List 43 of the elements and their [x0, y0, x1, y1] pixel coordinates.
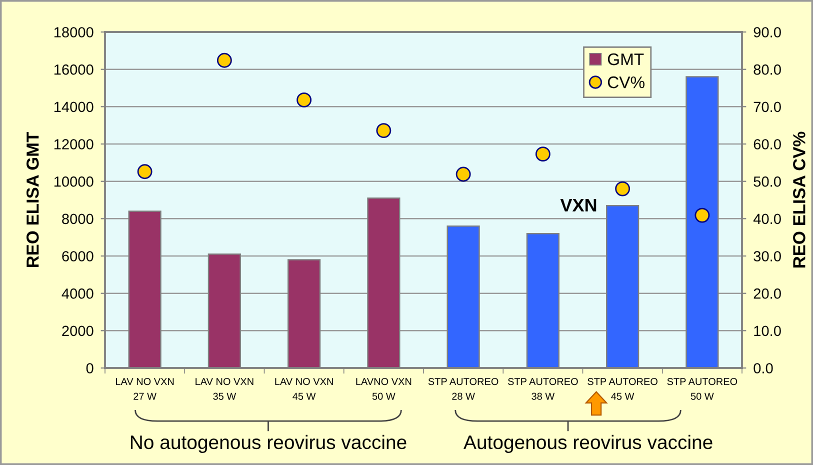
point	[137, 164, 152, 180]
y-tick-label: 4000	[62, 288, 94, 299]
y-tick-label: 16000	[54, 64, 94, 75]
x-tick-label: LAV NO VXN 27 W	[116, 378, 174, 400]
x-tick-label: LAV NO VXN 45 W	[275, 378, 333, 400]
x-tick-label: LAV NO VXN 35 W	[196, 378, 254, 400]
x-tick-label: STP AUTOREO 28 W	[428, 378, 498, 400]
y2-tick-label: 60.0	[754, 139, 781, 150]
y-tick-label: 8000	[62, 214, 94, 224]
legend-label: GMT	[608, 53, 644, 66]
text: No autogenous reovirus vaccine	[130, 434, 406, 453]
x-tick-label: STP AUTOREO 50 W	[667, 378, 738, 400]
y2-tick-label: 10.0	[754, 326, 781, 336]
y2-tick-label: 20.0	[754, 288, 781, 299]
y2-tick-label: 0.0	[754, 363, 773, 374]
point	[456, 166, 471, 182]
x-tick-label: STP AUTOREO 45 W	[588, 378, 658, 400]
y-tick-label: 14000	[54, 102, 94, 112]
y2-tick-label: 40.0	[753, 214, 781, 224]
point	[296, 92, 312, 108]
y-tick-label: 18000	[54, 27, 94, 38]
legend-label: CV%	[608, 76, 644, 88]
y2-tick-label: 70.0	[754, 102, 781, 112]
point	[216, 52, 232, 68]
x-tick-label: LAVNO VXN 50 W	[356, 378, 412, 400]
y2-tick-label: 80.0	[754, 64, 781, 75]
y2-tick-label: 30.0	[754, 251, 781, 262]
point	[376, 123, 392, 138]
y-tick-label: 12000	[54, 139, 94, 150]
point	[615, 181, 630, 196]
y2-tick-label: 50.0	[754, 176, 781, 187]
annotation: VXN	[560, 198, 596, 212]
y-axis-title: REO ELISA GMT	[26, 132, 39, 267]
y-tick-label: 2000	[62, 326, 94, 336]
y2-tick-label: 90.0	[754, 27, 781, 38]
y-tick-label: 10000	[54, 176, 94, 187]
x-tick-label: STP AUTOREO 38 W	[508, 378, 578, 400]
text: Autogenous reovirus vaccine	[464, 434, 712, 453]
point	[694, 208, 710, 223]
y2-axis-title: REO ELISA CV%	[793, 132, 806, 268]
point	[535, 146, 550, 162]
y-tick-label: 0	[86, 363, 94, 374]
y-tick-label: 6000	[62, 251, 94, 262]
